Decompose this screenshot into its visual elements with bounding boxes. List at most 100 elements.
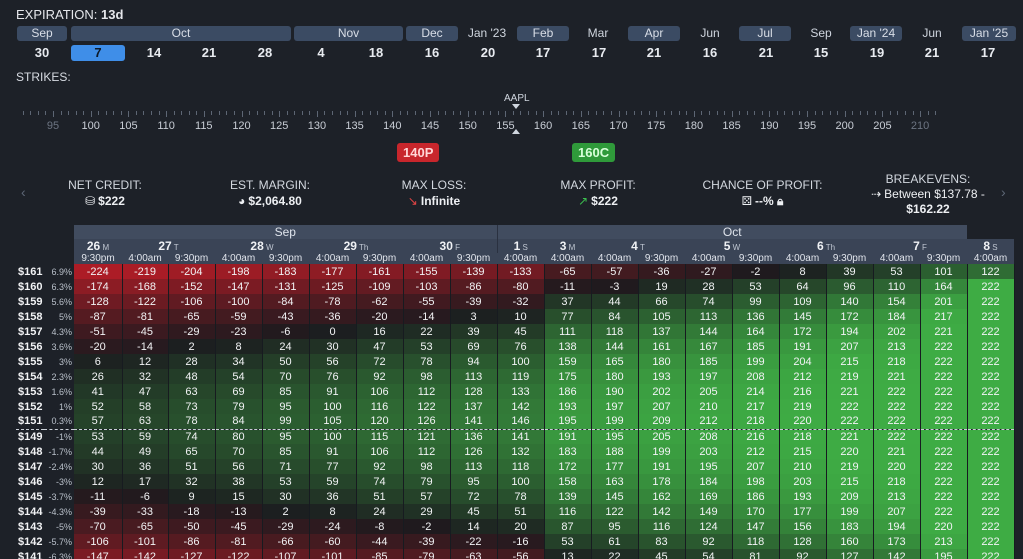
pl-cell[interactable]: 122 [403,399,451,414]
pl-cell[interactable]: 218 [873,354,921,369]
pl-cell[interactable]: 221 [873,444,921,459]
pl-cell[interactable]: 105 [309,414,357,430]
pl-cell[interactable]: 56 [215,459,263,474]
pl-cell[interactable]: 17 [122,474,169,489]
pl-cell[interactable]: 212 [685,414,733,430]
expiration-month-10[interactable]: Sep [810,26,832,40]
pl-cell[interactable]: -174 [74,279,123,294]
pl-cell[interactable]: 137 [638,324,686,339]
pl-cell[interactable]: 222 [873,399,921,414]
expiration-month-9[interactable]: Jul [739,26,791,41]
pl-cell[interactable]: 15 [215,489,263,504]
pl-cell[interactable]: 118 [591,324,639,339]
pl-cell[interactable]: 199 [591,414,639,430]
pl-cell[interactable]: 84 [215,414,263,430]
pl-cell[interactable]: 222 [826,414,874,430]
chevron-left-icon[interactable]: ‹ [21,184,26,200]
pl-cell[interactable]: 218 [779,429,827,444]
expiration-day-17[interactable]: 17 [980,45,996,60]
pl-cell[interactable]: 116 [638,519,686,534]
pl-cell[interactable]: -86 [450,279,498,294]
pl-cell[interactable]: 116 [356,399,404,414]
pl-cell[interactable]: 222 [967,429,1015,444]
expiration-day-14[interactable]: 15 [813,45,829,60]
pl-cell[interactable]: 222 [967,384,1015,399]
pl-cell[interactable]: 149 [685,504,733,519]
pl-cell[interactable]: 10 [497,309,545,324]
pl-cell[interactable]: 199 [638,444,686,459]
pl-cell[interactable]: 144 [685,324,733,339]
expiration-month-11[interactable]: Jan '24 [850,26,902,41]
pl-cell[interactable]: -65 [544,264,592,279]
pl-cell[interactable]: -14 [403,309,451,324]
pl-cell[interactable]: -51 [74,324,123,339]
pl-cell[interactable]: 64 [779,279,827,294]
pl-cell[interactable]: 100 [497,354,545,369]
expiration-month-4[interactable]: Jan '23 [467,26,507,40]
pl-cell[interactable]: -29 [262,519,310,534]
pl-cell[interactable]: -142 [122,549,169,559]
pl-cell[interactable]: 51 [356,489,404,504]
pl-cell[interactable]: 45 [497,324,545,339]
pl-cell[interactable]: 118 [497,459,545,474]
pl-cell[interactable]: 76 [497,339,545,354]
pl-cell[interactable]: 100 [497,474,545,489]
pl-cell[interactable]: 175 [544,369,592,384]
pl-cell[interactable]: -109 [356,279,404,294]
pl-cell[interactable]: 142 [638,504,686,519]
pl-cell[interactable]: 77 [309,459,357,474]
pl-cell[interactable]: 219 [779,399,827,414]
pl-cell[interactable]: -63 [450,549,498,559]
pl-cell[interactable]: 84 [591,309,639,324]
pl-cell[interactable]: 53 [873,264,921,279]
pl-cell[interactable]: 76 [309,369,357,384]
pl-cell[interactable]: 3 [450,309,498,324]
pl-cell[interactable]: -45 [215,519,263,534]
pl-cell[interactable]: 53 [74,429,123,444]
pl-cell[interactable]: -14 [122,339,169,354]
pl-cell[interactable]: 222 [967,309,1015,324]
pl-cell[interactable]: 215 [826,474,874,489]
pl-cell[interactable]: 111 [544,324,592,339]
expiration-day-13[interactable]: 21 [758,45,774,60]
expiration-day-11[interactable]: 21 [646,45,662,60]
pl-cell[interactable]: 193 [779,489,827,504]
pl-cell[interactable]: -155 [403,264,451,279]
pl-cell[interactable]: 195 [685,459,733,474]
pl-cell[interactable]: 81 [732,549,780,559]
pl-cell[interactable]: 24 [356,504,404,519]
pl-cell[interactable]: 53 [262,474,310,489]
pl-cell[interactable]: 78 [168,414,216,430]
pl-cell[interactable]: 197 [591,399,639,414]
pl-cell[interactable]: 141 [450,414,498,430]
expiration-day-10[interactable]: 17 [591,45,607,60]
pl-cell[interactable]: 217 [920,309,968,324]
pl-cell[interactable]: 126 [403,414,451,430]
pl-cell[interactable]: 80 [215,429,263,444]
pl-cell[interactable]: 101 [920,264,968,279]
pl-cell[interactable]: 214 [732,384,780,399]
expiration-month-6[interactable]: Mar [587,26,609,40]
pl-cell[interactable]: 210 [779,459,827,474]
pl-cell[interactable]: 154 [873,294,921,309]
pl-cell[interactable]: 207 [732,459,780,474]
pl-cell[interactable]: 44 [591,294,639,309]
pl-cell[interactable]: -219 [122,264,169,279]
pl-cell[interactable]: 30 [309,339,357,354]
pl-cell[interactable]: -106 [168,294,216,309]
pl-cell[interactable]: 221 [920,324,968,339]
pl-cell[interactable]: 222 [967,279,1015,294]
pl-cell[interactable]: -50 [168,519,216,534]
expiration-month-13[interactable]: Jan '25 [962,26,1016,41]
pl-cell[interactable]: 222 [967,534,1015,549]
pl-cell[interactable]: -70 [74,519,123,534]
pl-cell[interactable]: 169 [685,489,733,504]
pl-cell[interactable]: -27 [685,264,733,279]
pl-cell[interactable]: 222 [920,444,968,459]
pl-cell[interactable]: -2 [403,519,451,534]
pl-cell[interactable]: 12 [122,354,169,369]
pl-cell[interactable]: 54 [685,549,733,559]
pl-cell[interactable]: 106 [356,444,404,459]
pl-cell[interactable]: -29 [168,324,216,339]
pl-cell[interactable]: -2 [732,264,780,279]
